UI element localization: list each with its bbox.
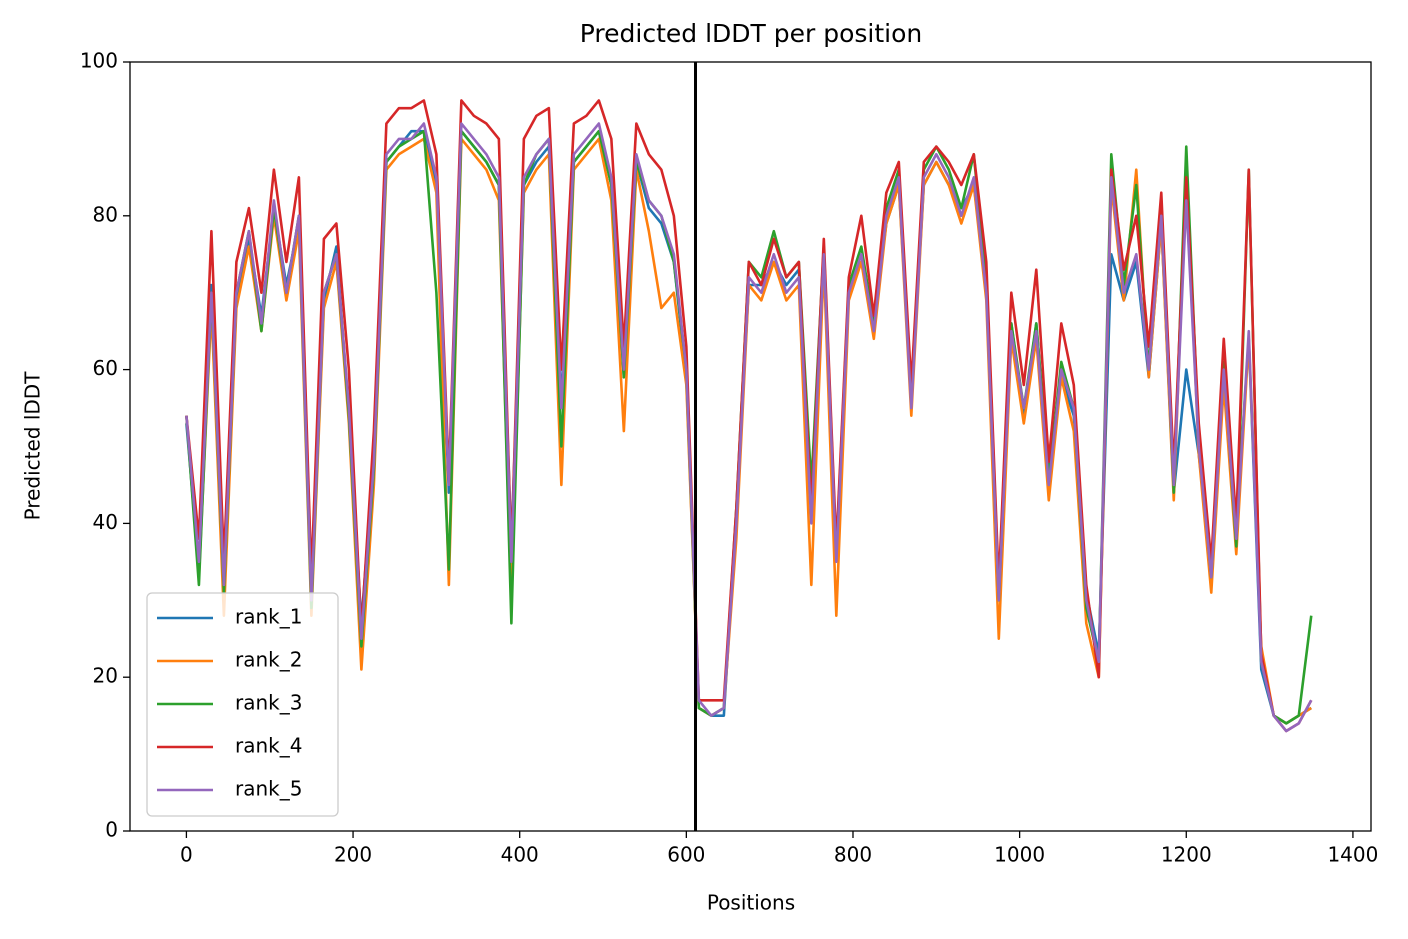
y-tick-label: 40	[93, 510, 118, 534]
y-tick-label: 60	[93, 356, 118, 380]
legend-label: rank_3	[235, 691, 302, 715]
legend-label: rank_4	[235, 734, 302, 758]
chart-title: Predicted lDDT per position	[580, 19, 922, 48]
legend-label: rank_5	[235, 777, 302, 801]
y-axis-label: Predicted lDDT	[21, 371, 45, 521]
x-tick-label: 1200	[1161, 843, 1212, 867]
x-tick-label: 200	[334, 843, 372, 867]
x-tick-label: 600	[667, 843, 705, 867]
y-tick-label: 100	[80, 49, 118, 73]
x-axis-label: Positions	[707, 891, 795, 915]
series-line	[185, 122, 1313, 733]
x-tick-label: 1000	[994, 843, 1045, 867]
x-tick-label: 800	[834, 843, 872, 867]
y-tick-label: 80	[93, 202, 118, 226]
x-tick-label: 0	[180, 843, 193, 867]
x-tick-label: 400	[501, 843, 539, 867]
legend-label: rank_1	[235, 605, 302, 629]
y-tick-label: 0	[105, 818, 118, 842]
legend-box	[146, 592, 339, 817]
y-tick-label: 20	[93, 664, 118, 688]
plot-frame	[129, 61, 1372, 832]
x-tick-label: 1400	[1327, 843, 1378, 867]
legend-label: rank_2	[235, 648, 302, 672]
